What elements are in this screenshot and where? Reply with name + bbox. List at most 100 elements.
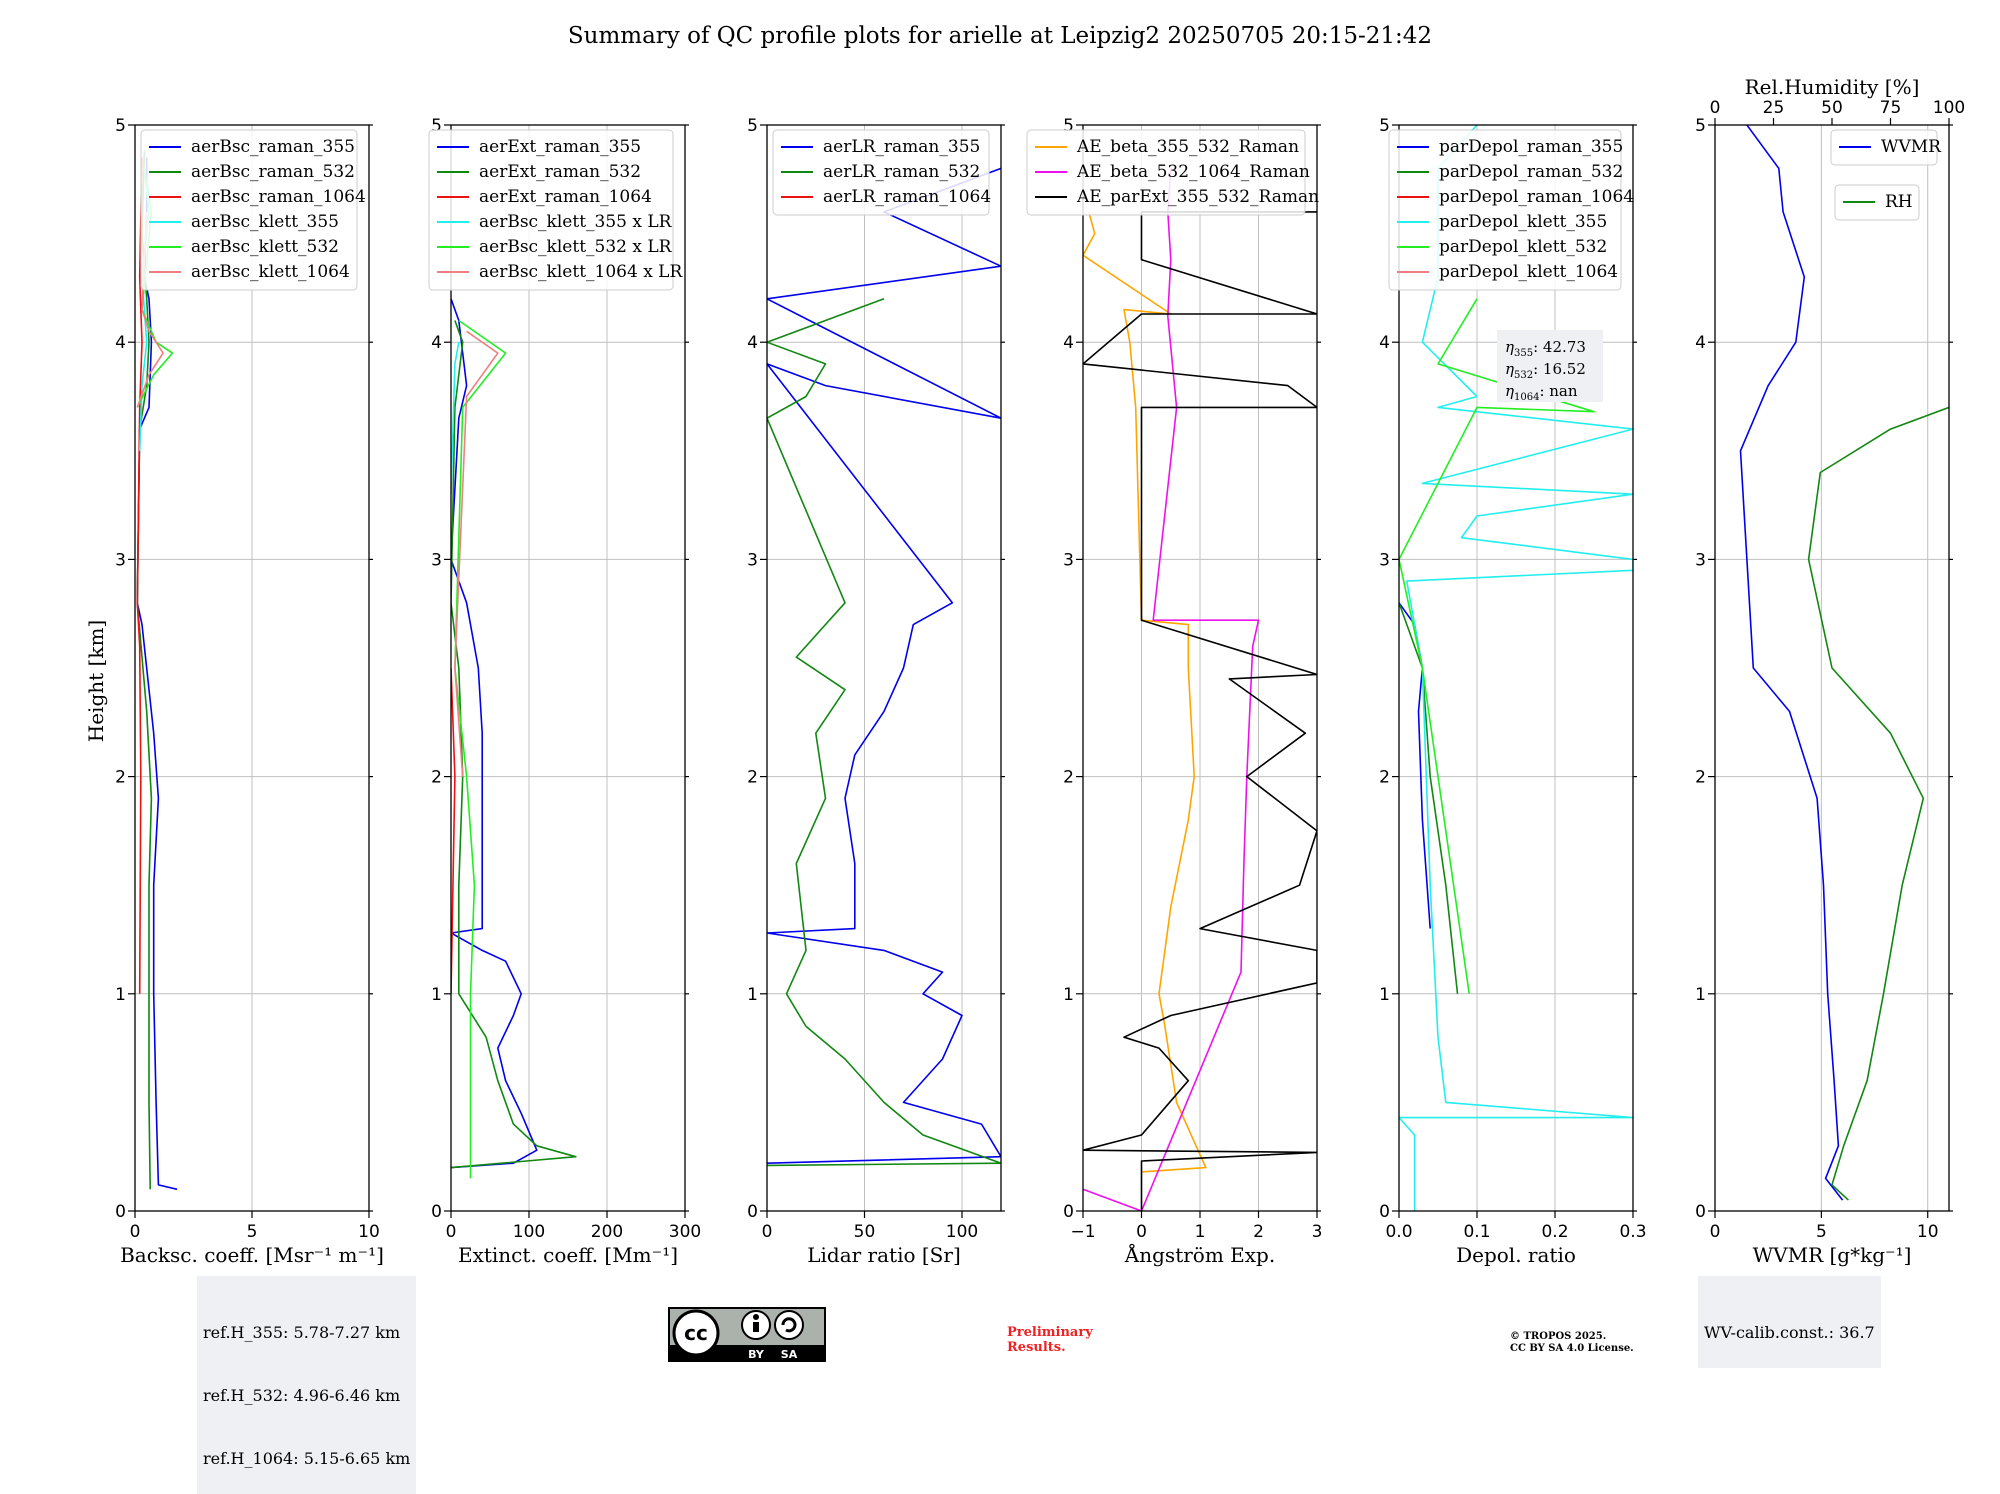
legend-label: WVMR <box>1881 137 1942 157</box>
x-tick-label: 0.1 <box>1463 1222 1490 1242</box>
series-line-wvmr <box>1739 125 1844 1201</box>
x-tick-label: 1 <box>1195 1222 1206 1242</box>
series-line-aerbsc-klett-355-x-lr <box>451 342 460 495</box>
x2-tick-label: 100 <box>1933 98 1965 118</box>
x-tick-label: 0 <box>762 1222 773 1242</box>
y-tick-label: 5 <box>1379 116 1390 136</box>
legend-label: aerBsc_klett_355 x LR <box>479 212 673 232</box>
y-tick-label: 2 <box>115 768 126 788</box>
y-tick-label: 5 <box>431 116 442 136</box>
x-tick-label: 0 <box>1136 1222 1147 1242</box>
series-line-pardepol-raman-532 <box>1399 602 1459 994</box>
y-tick-label: 3 <box>747 550 758 570</box>
x-tick-label: 0.3 <box>1619 1222 1646 1242</box>
x-tick-label: 0.0 <box>1385 1222 1412 1242</box>
y-tick-label: 5 <box>1695 116 1706 136</box>
x-tick-label: 50 <box>854 1222 876 1242</box>
legend-box <box>1388 129 1622 291</box>
y-tick-label: 0 <box>115 1202 126 1222</box>
legend-box <box>1834 184 1920 221</box>
y-tick-label: 0 <box>747 1202 758 1222</box>
y-tick-label: 1 <box>431 985 442 1005</box>
legend-label: aerBsc_klett_1064 x LR <box>479 262 683 282</box>
y-tick-label: 0 <box>1695 1202 1706 1222</box>
y-tick-label: 4 <box>431 333 442 353</box>
y-tick-label: 1 <box>1379 985 1390 1005</box>
x-axis-label: Depol. ratio <box>1456 1243 1576 1267</box>
series-line-aerbsc-raman-1064 <box>136 157 143 994</box>
x-tick-label: 10 <box>358 1222 380 1242</box>
wv-calib-text: WV-calib.const.: 36.7 <box>1704 1323 1875 1342</box>
y-tick-label: 2 <box>431 768 442 788</box>
legend-label: aerBsc_klett_355 <box>191 212 339 232</box>
x-tick-label: 5 <box>1816 1222 1827 1242</box>
y-tick-label: 5 <box>1063 116 1074 136</box>
x-axis-label: WVMR [g*kg⁻¹] <box>1753 1243 1912 1267</box>
y-tick-label: 1 <box>1695 985 1706 1005</box>
legend-label: AE_beta_355_532_Raman <box>1076 137 1299 157</box>
y-tick-label: 2 <box>1063 768 1074 788</box>
copyright-line-2: CC BY SA 4.0 License. <box>1510 1343 1634 1354</box>
x-tick-label: 0 <box>130 1222 141 1242</box>
legend-box <box>428 129 674 291</box>
y-tick-label: 5 <box>747 116 758 136</box>
legend-box <box>1026 129 1306 216</box>
eta-line: η355: 42.73 <box>1505 338 1586 359</box>
x-tick-label: 10 <box>1917 1222 1939 1242</box>
cc-by-sa-logo: cc BY SA <box>668 1307 826 1362</box>
y-tick-label: 3 <box>1379 550 1390 570</box>
y-axis-label: Height [km] <box>84 620 108 742</box>
x2-tick-label: 25 <box>1763 98 1785 118</box>
y-tick-label: 2 <box>1379 768 1390 788</box>
series-line-pardepol-klett-532 <box>1399 298 1595 994</box>
y-tick-label: 3 <box>1063 550 1074 570</box>
series-group <box>451 298 577 1179</box>
series-line-ae-beta-355-532-raman <box>1083 211 1207 1173</box>
plot-frame <box>1398 124 1634 1212</box>
y-tick-label: 3 <box>431 550 442 570</box>
x2-tick-label: 50 <box>1821 98 1843 118</box>
y-tick-label: 4 <box>1695 333 1706 353</box>
y-tick-label: 5 <box>115 116 126 136</box>
series-group <box>136 151 178 1191</box>
x-tick-label: 100 <box>946 1222 978 1242</box>
plot-frame <box>766 124 1002 1212</box>
series-group <box>1083 168 1317 1211</box>
copyright-note: © TROPOS 2025. CC BY SA 4.0 License. <box>1510 1331 1634 1355</box>
legend-label: aerBsc_klett_1064 <box>191 262 350 282</box>
cc-logo-by: BY <box>748 1348 765 1361</box>
y-tick-label: 1 <box>1063 985 1074 1005</box>
series-line-pardepol-klett-355 <box>1399 125 1633 1211</box>
legend-label: aerBsc_klett_532 <box>191 237 339 257</box>
x-tick-label: 0 <box>1710 1222 1721 1242</box>
legend-label: parDepol_raman_355 <box>1439 137 1623 157</box>
legend-box <box>772 129 990 216</box>
eta-line: η532: 16.52 <box>1505 360 1586 381</box>
x-tick-label: 100 <box>513 1222 545 1242</box>
x-tick-label: 5 <box>247 1222 258 1242</box>
series-line-aerbsc-klett-1064-x-lr <box>454 330 499 777</box>
y-tick-label: 3 <box>1695 550 1706 570</box>
x2-tick-label: 0 <box>1710 98 1721 118</box>
legend-label: parDepol_klett_355 <box>1439 212 1607 232</box>
series-group <box>767 167 1001 1167</box>
y-tick-label: 2 <box>747 768 758 788</box>
y-tick-label: 1 <box>747 985 758 1005</box>
refh-355: ref.H_355: 5.78-7.27 km <box>203 1323 401 1342</box>
legend-label: aerBsc_klett_532 x LR <box>479 237 673 257</box>
refh-532: ref.H_532: 4.96-6.46 km <box>203 1386 401 1405</box>
cc-logo-sa: SA <box>781 1348 798 1361</box>
refh-1064: ref.H_1064: 5.15-6.65 km <box>203 1449 411 1468</box>
legend-label: RH <box>1885 192 1913 212</box>
x-tick-label: 2 <box>1253 1222 1264 1242</box>
eta-line: η1064: nan <box>1505 382 1578 403</box>
plot-frame <box>450 124 686 1212</box>
legend-label: aerBsc_raman_355 <box>191 137 355 157</box>
series-line-aerlr-raman-532 <box>767 298 1001 1167</box>
series-line-aerext-raman-355 <box>451 298 538 1169</box>
